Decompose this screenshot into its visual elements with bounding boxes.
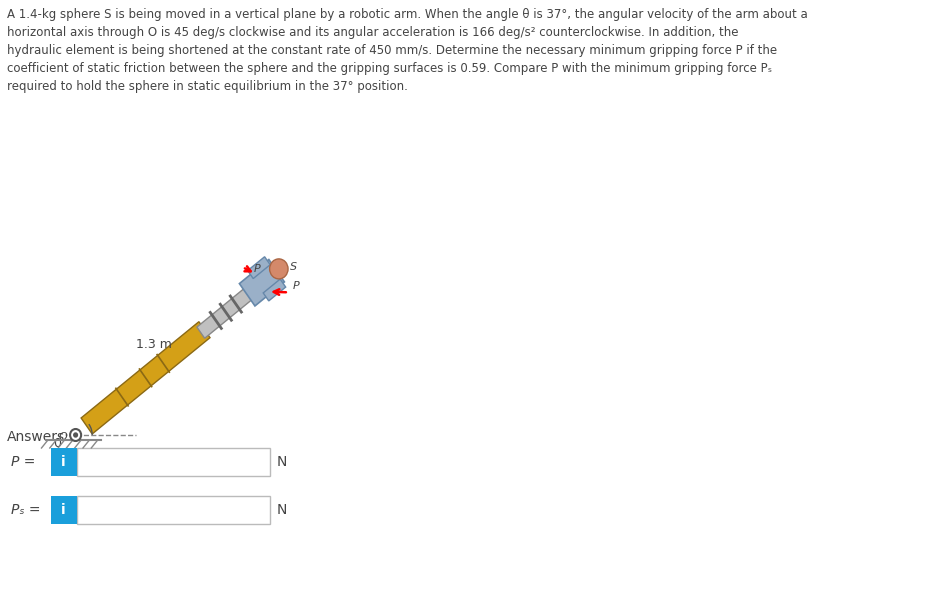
Text: P: P — [292, 281, 299, 291]
Polygon shape — [197, 286, 254, 338]
Text: A 1.4-kg sphere S is being moved in a vertical plane by a robotic arm. When the : A 1.4-kg sphere S is being moved in a ve… — [8, 8, 808, 93]
Text: O: O — [59, 432, 67, 442]
Text: Pₛ =: Pₛ = — [11, 503, 41, 517]
Text: i: i — [61, 503, 66, 517]
Text: P: P — [254, 264, 260, 274]
Text: θ: θ — [92, 420, 99, 433]
Circle shape — [270, 259, 288, 279]
FancyBboxPatch shape — [77, 496, 271, 524]
Text: i: i — [61, 455, 66, 469]
Text: N: N — [276, 455, 287, 469]
FancyBboxPatch shape — [51, 448, 77, 476]
Text: Answers:: Answers: — [8, 430, 70, 444]
Polygon shape — [263, 279, 286, 301]
Text: S: S — [289, 262, 297, 272]
Polygon shape — [239, 259, 285, 306]
Text: 0: 0 — [53, 436, 61, 449]
Text: 1.3 m: 1.3 m — [135, 339, 171, 352]
Circle shape — [74, 433, 78, 437]
Circle shape — [70, 429, 81, 441]
Text: N: N — [276, 503, 287, 517]
Polygon shape — [248, 257, 271, 279]
Polygon shape — [81, 321, 210, 434]
FancyBboxPatch shape — [51, 496, 77, 524]
FancyBboxPatch shape — [77, 448, 271, 476]
Text: P =: P = — [11, 455, 35, 469]
